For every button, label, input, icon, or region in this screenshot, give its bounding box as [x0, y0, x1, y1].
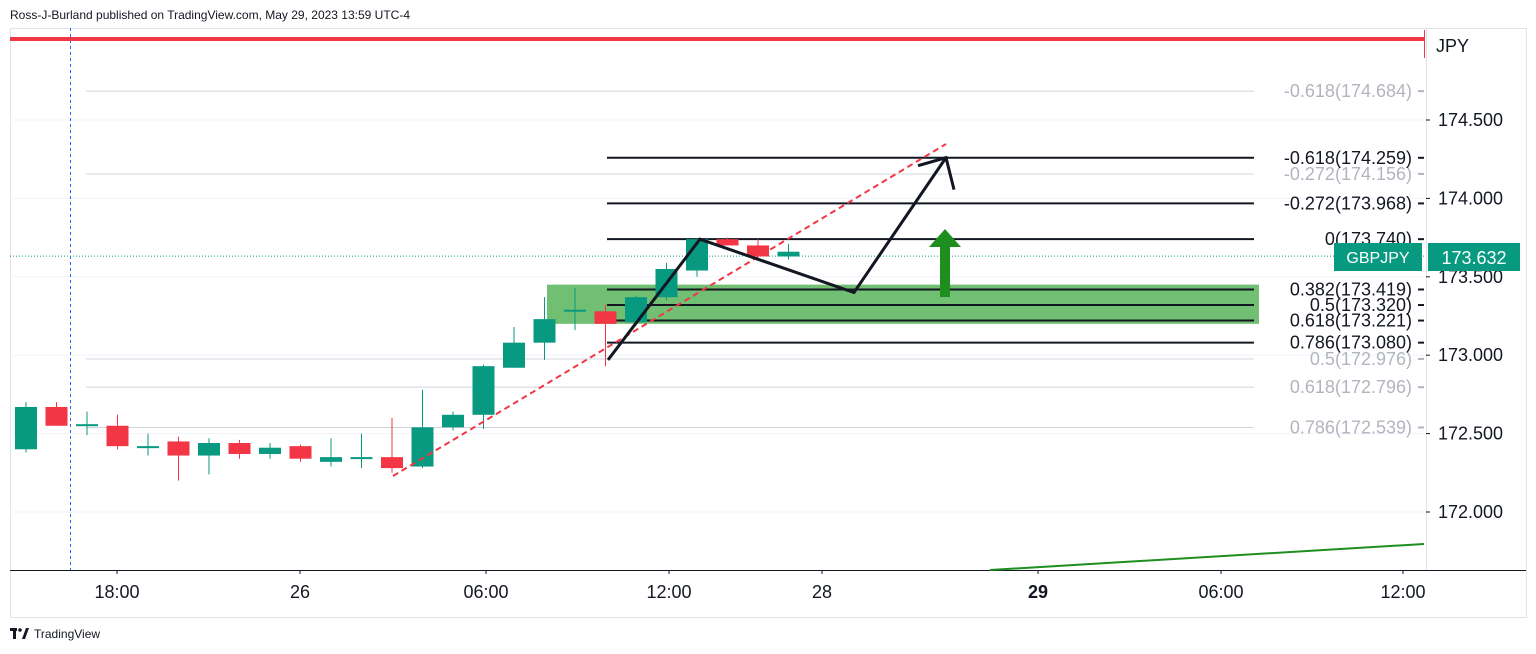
projection-arrowhead: [917, 155, 956, 190]
last-price-label[interactable]: GBPJPY 173.632: [1334, 243, 1520, 271]
candle-body: [503, 342, 525, 368]
publisher-line: Ross-J-Burland published on TradingView.…: [10, 8, 410, 22]
candle-body: [625, 297, 647, 323]
candle-body: [198, 443, 220, 456]
fib-active-label: 0.5(173.320): [1310, 295, 1412, 315]
candle-body: [747, 245, 769, 257]
price-tick-label: 173.000: [1438, 345, 1503, 365]
candle-body: [564, 309, 586, 312]
time-tick-label: 28: [812, 582, 832, 602]
fib-active-label: -0.618(174.259): [1284, 148, 1412, 168]
fib-active-label: 0.786(173.080): [1290, 333, 1412, 353]
fib-faded-label: 0.5(172.976): [1310, 349, 1412, 369]
time-tick-label: 06:00: [1198, 582, 1243, 602]
projection-path[interactable]: [606, 156, 948, 361]
candle-body: [777, 251, 800, 257]
candle-body: [106, 425, 129, 447]
grid-lines: [10, 119, 1426, 513]
candle-body: [442, 414, 464, 428]
candle-body: [594, 311, 617, 324]
chart-frame: [10, 28, 1527, 618]
candle-body: [289, 446, 312, 459]
candle-body: [533, 319, 556, 343]
price-tick-label: 172.500: [1438, 424, 1503, 444]
candle-body: [381, 457, 403, 469]
candle-body: [716, 239, 739, 246]
candle-body: [411, 427, 434, 467]
time-tick-label: 29: [1028, 582, 1048, 602]
candle-body: [350, 457, 373, 460]
currency-label: JPY: [1436, 36, 1469, 56]
fib-active-label: 0.618(173.221): [1290, 311, 1412, 331]
candle-body: [320, 457, 342, 462]
last-price-symbol: GBPJPY: [1346, 250, 1409, 267]
fib-active-label: -0.272(173.968): [1284, 193, 1412, 213]
time-tick-label: 18:00: [94, 582, 139, 602]
fib-faded-label: -0.618(174.684): [1284, 81, 1412, 101]
time-tick-label: 12:00: [646, 582, 691, 602]
candle-body: [15, 406, 37, 450]
time-tick-label: 12:00: [1380, 582, 1425, 602]
last-price-value: 173.632: [1441, 248, 1506, 268]
candle-body: [167, 441, 190, 456]
trendline-dashed-red[interactable]: [392, 143, 947, 477]
candle-body: [259, 447, 281, 454]
fib-faded-label: 0.786(172.539): [1290, 417, 1412, 437]
time-tick-label: 26: [290, 582, 310, 602]
candle-body: [472, 366, 495, 415]
tradingview-logo-icon: [10, 628, 29, 639]
candle-body: [228, 443, 251, 454]
tradingview-footer[interactable]: TradingView: [10, 627, 100, 641]
green-trendline[interactable]: [989, 543, 1425, 571]
candles-group: [15, 237, 800, 481]
fib-faded-label: -0.272(174.156): [1284, 164, 1412, 184]
candle-body: [137, 446, 159, 449]
candle-body: [76, 424, 98, 427]
price-tick-label: 172.000: [1438, 502, 1503, 522]
tradingview-brand: TradingView: [34, 627, 101, 641]
green-up-arrow-icon[interactable]: [929, 229, 961, 297]
fib-faded-label: 0.618(172.796): [1290, 377, 1412, 397]
price-tick-label: 173.500: [1438, 267, 1503, 287]
candle-body: [45, 406, 68, 426]
fib-active-label: 0.382(173.419): [1290, 280, 1412, 300]
price-tick-label: 174.000: [1438, 188, 1503, 208]
price-tick-label: 174.500: [1438, 110, 1503, 130]
time-axis: 18:00 26 06:00 12:00 28 29 06:00 12:00: [94, 570, 1426, 602]
candle-body: [686, 239, 708, 271]
price-axis: 174.500 174.000 173.500 173.000 172.500 172.0…: [1426, 110, 1503, 522]
time-tick-label: 06:00: [463, 582, 508, 602]
fib-faded-group: -0.618(174.684) -0.272(174.156) 0.5(172.97…: [86, 81, 1424, 437]
